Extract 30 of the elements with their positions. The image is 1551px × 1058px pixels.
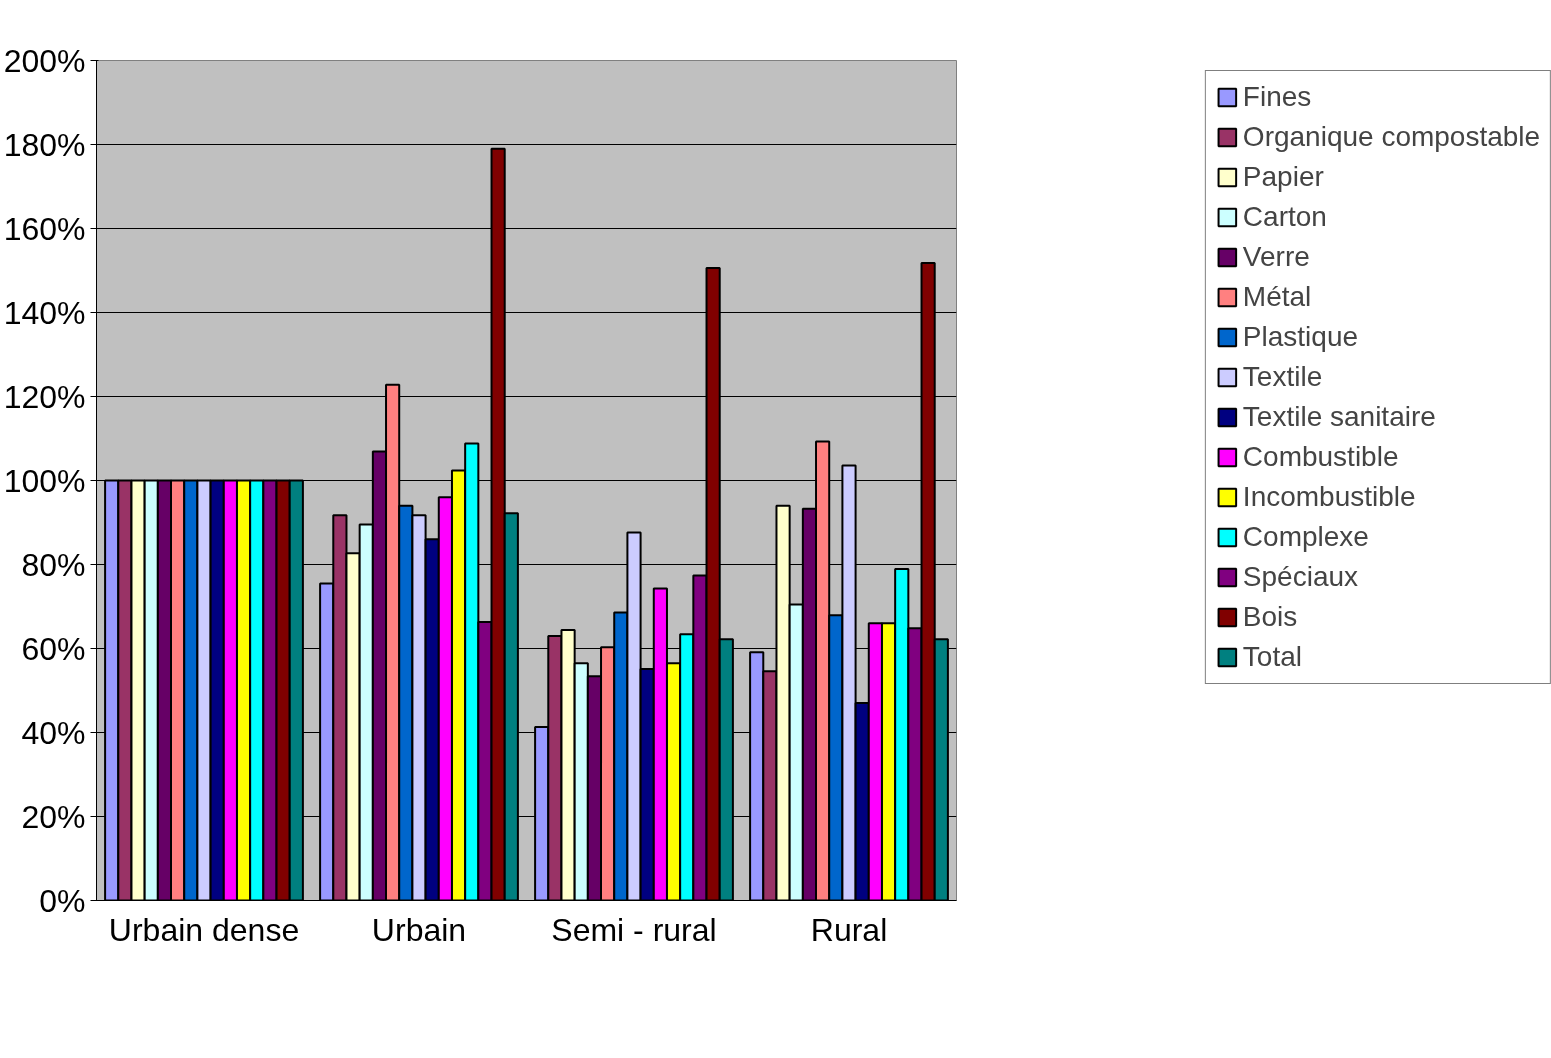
legend-label: Combustible: [1242, 441, 1399, 473]
y-tick-label: 120%: [3, 378, 86, 415]
y-tick-label: 60%: [21, 630, 86, 667]
legend-label: Carton: [1242, 201, 1327, 233]
legend-label: Complexe: [1242, 521, 1369, 553]
y-tick-label: 100%: [3, 462, 86, 499]
y-tick-label: 180%: [3, 126, 86, 163]
x-tick-label: Urbain: [371, 911, 467, 948]
x-tick-label: Rural: [810, 911, 888, 948]
legend-label: Total: [1242, 641, 1303, 673]
legend-label: Spéciaux: [1242, 561, 1359, 593]
legend-label: Textile sanitaire: [1242, 401, 1436, 433]
legend-label: Incombustible: [1242, 481, 1416, 513]
legend-label: Métal: [1242, 281, 1312, 313]
legend-label: Plastique: [1242, 321, 1359, 353]
legend-label: Fines: [1242, 81, 1312, 113]
legend-label: Textile: [1242, 361, 1323, 393]
legend-label: Bois: [1242, 601, 1298, 633]
legend-label: Papier: [1242, 161, 1324, 193]
y-tick-label: 80%: [21, 546, 86, 583]
y-tick-label: 40%: [21, 714, 86, 751]
y-tick-label: 160%: [3, 210, 86, 247]
y-tick-label: 20%: [21, 798, 86, 835]
legend-label: Organique compostable: [1242, 121, 1541, 153]
y-tick-label: 140%: [3, 294, 86, 331]
y-tick-label: 200%: [3, 42, 86, 79]
x-tick-label: Urbain dense: [108, 911, 300, 948]
y-tick-label: 0%: [39, 882, 86, 919]
x-tick-label: Semi - rural: [551, 911, 717, 948]
legend-label: Verre: [1242, 241, 1310, 273]
